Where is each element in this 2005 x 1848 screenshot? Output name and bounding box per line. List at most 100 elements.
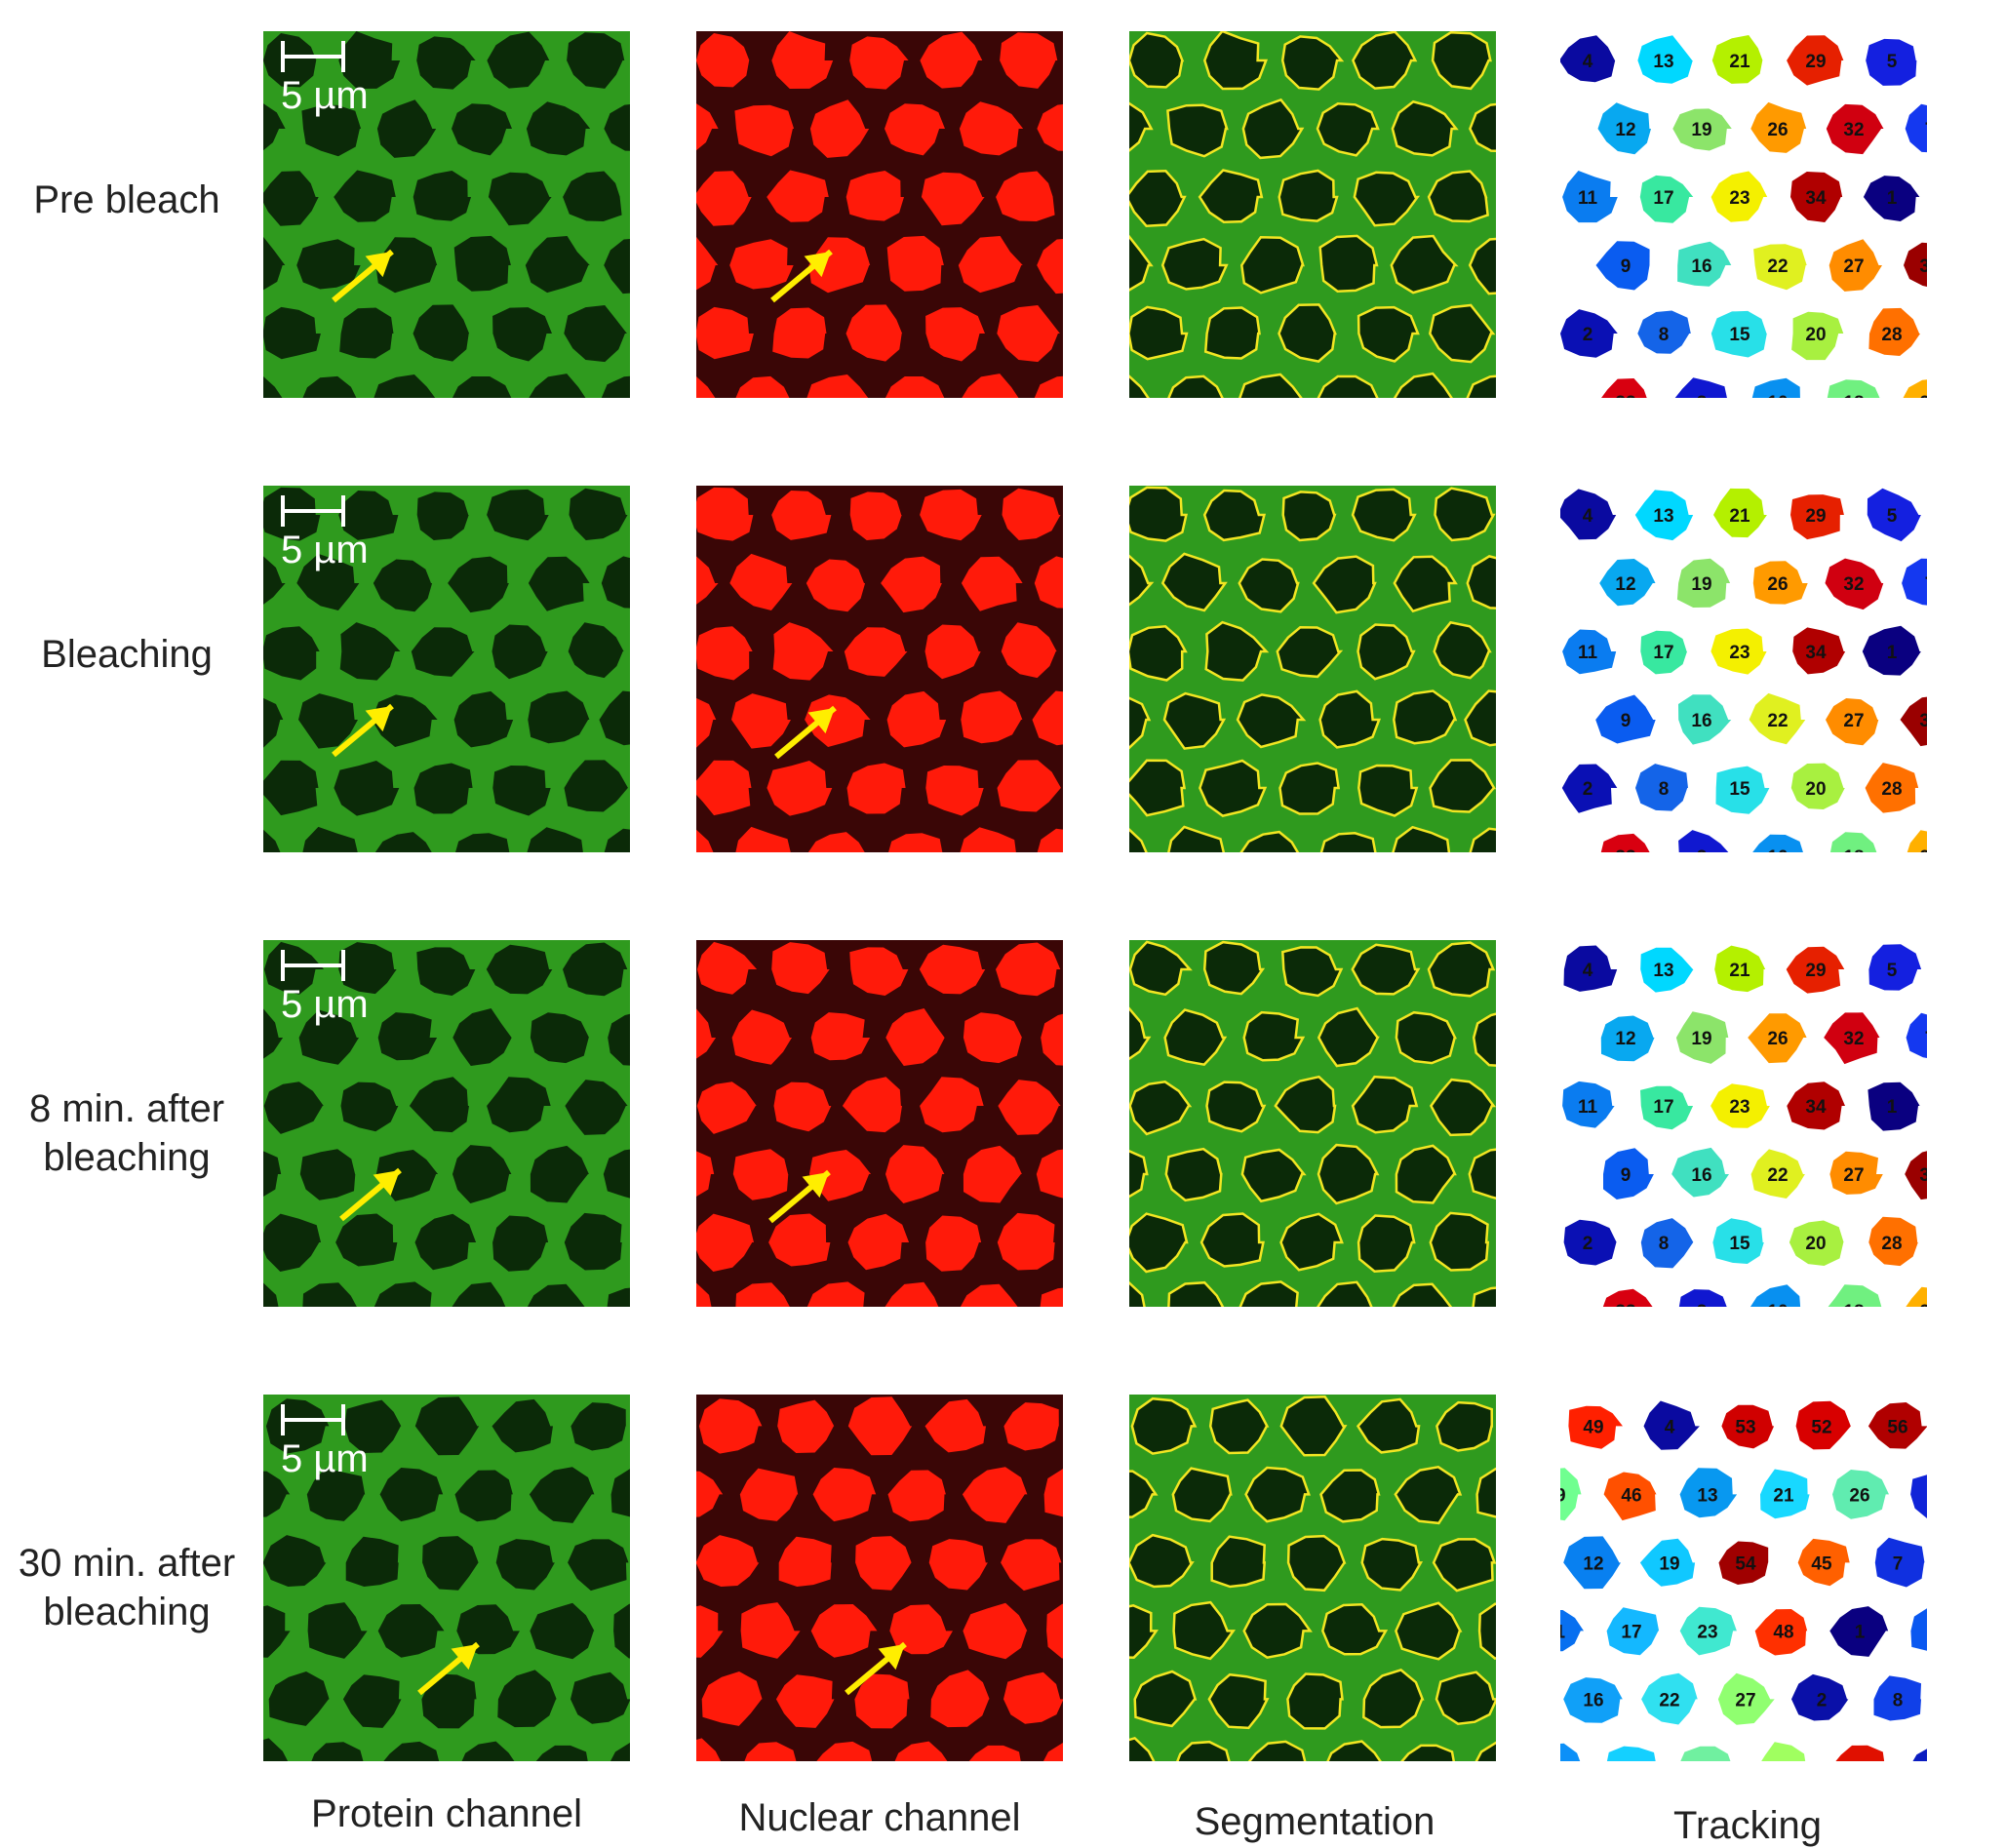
nucleus (849, 947, 909, 996)
protein-panel: 5 µm (263, 1395, 630, 1761)
nucleus (1208, 1398, 1270, 1455)
nucleus-id-label: 26 (1767, 120, 1788, 140)
nucleus (565, 1080, 628, 1135)
column-label-tracking: Tracking (1673, 1804, 1822, 1847)
nucleus (302, 1282, 357, 1307)
tracked-nucleus (1672, 108, 1732, 151)
nucleus-id-label: 16 (1691, 256, 1711, 277)
scale-bar (281, 495, 345, 527)
nucleus (1286, 1672, 1344, 1730)
nucleus (996, 171, 1055, 221)
scale-bar-segment (281, 55, 345, 59)
nucleus (885, 376, 945, 398)
segmentation-image (1129, 486, 1496, 852)
nucleus (1274, 1075, 1337, 1134)
nucleus-id-label: 15 (1560, 1758, 1566, 1761)
segmentation-image (1129, 1395, 1496, 1761)
nucleus-id-label: 35 (1919, 711, 1927, 731)
nucleus-id-label: 16 (1691, 1165, 1711, 1186)
tracked-nucleus (1868, 1216, 1918, 1267)
nucleus (263, 1213, 321, 1272)
nucleus (263, 1008, 284, 1059)
nucleus (1129, 828, 1148, 852)
nucleus-id-label: 2 (1583, 325, 1593, 345)
tracked-nucleus (1749, 692, 1806, 745)
nucleus (1392, 825, 1451, 852)
nucleus (1129, 101, 1154, 152)
tracked-nucleus (1563, 1677, 1623, 1723)
nucleus-id-label: 1 (1887, 1097, 1898, 1118)
nucleus (530, 1602, 595, 1660)
nucleus-id-label: 21 (1729, 52, 1750, 72)
nucleus (1129, 1080, 1193, 1136)
row-label-line: 8 min. after (28, 1087, 225, 1130)
nucleus (806, 559, 866, 612)
nucleus (409, 1077, 469, 1133)
scale-bar (281, 41, 345, 72)
nucleus (268, 1671, 330, 1726)
row-label-pre-bleach: Pre bleach (0, 176, 254, 224)
nucleus-id-label: 22 (1767, 711, 1788, 731)
nucleus (1317, 1006, 1380, 1068)
nucleus (1357, 764, 1419, 817)
nucleus (1202, 940, 1266, 996)
scale-bar-label: 5 µm (281, 74, 369, 117)
tracked-nucleus (1797, 1538, 1850, 1587)
nucleus (298, 1009, 359, 1065)
nuclear-image (696, 31, 1063, 398)
scale-bar-segment (341, 495, 345, 527)
nucleus (771, 31, 834, 89)
nucleus (846, 763, 906, 814)
nucleus (767, 170, 829, 222)
nucleus (698, 1398, 763, 1454)
nucleus-id-label: 54 (1735, 1553, 1756, 1574)
nucleus (1162, 691, 1227, 750)
tracked-nucleus (1829, 832, 1877, 852)
tracked-nucleus (1748, 1013, 1807, 1064)
tracked-nucleus (1907, 830, 1927, 852)
tracked-nucleus (1752, 834, 1803, 852)
tracked-nucleus (1791, 1673, 1849, 1721)
nucleus-id-label: 34 (1805, 643, 1827, 663)
nucleus (1238, 1280, 1299, 1307)
nucleus (495, 1539, 555, 1591)
nucleus (335, 1213, 398, 1267)
nucleus (809, 99, 870, 158)
nucleus (963, 1012, 1022, 1064)
nucleus-id-label: 28 (1881, 325, 1902, 345)
nucleus (491, 1398, 553, 1453)
nucleus (609, 1743, 630, 1761)
nuclear-panel (696, 31, 1063, 398)
nucleus (930, 1670, 990, 1728)
tracked-nucleus (1868, 307, 1921, 356)
nucleus (1164, 1147, 1223, 1202)
nucleus (1000, 32, 1058, 89)
nucleus (302, 375, 357, 398)
nucleus (1393, 555, 1458, 613)
arrow-head (802, 1172, 829, 1199)
tracked-nucleus (1606, 1746, 1656, 1761)
tracked-nucleus (1561, 764, 1618, 813)
nucleus (610, 1469, 630, 1517)
nucleus (1204, 620, 1270, 682)
nucleus-id-label: 8 (1659, 1234, 1670, 1254)
nucleus (1129, 759, 1186, 817)
nucleus-id-label: 5 (1887, 506, 1898, 527)
tracked-nucleus (1678, 830, 1729, 852)
nucleus (453, 235, 511, 292)
nucleus (696, 1282, 712, 1307)
nucleus-id-label: 46 (1621, 1485, 1641, 1506)
nucleus (925, 307, 985, 362)
segmentation-image (1129, 31, 1496, 398)
tracked-nucleus (1795, 1400, 1851, 1450)
nucleus (1210, 1535, 1267, 1589)
protein-panel: 5 µm (263, 940, 630, 1307)
nucleus (1286, 1534, 1347, 1592)
nucleus (1393, 689, 1458, 745)
nucleus (453, 690, 514, 748)
protein-panel: 5 µm (263, 486, 630, 852)
row-label-line: bleaching (43, 1591, 211, 1633)
nucleus (421, 1673, 477, 1729)
nucleus (1360, 1537, 1424, 1592)
nucleus (997, 305, 1060, 363)
